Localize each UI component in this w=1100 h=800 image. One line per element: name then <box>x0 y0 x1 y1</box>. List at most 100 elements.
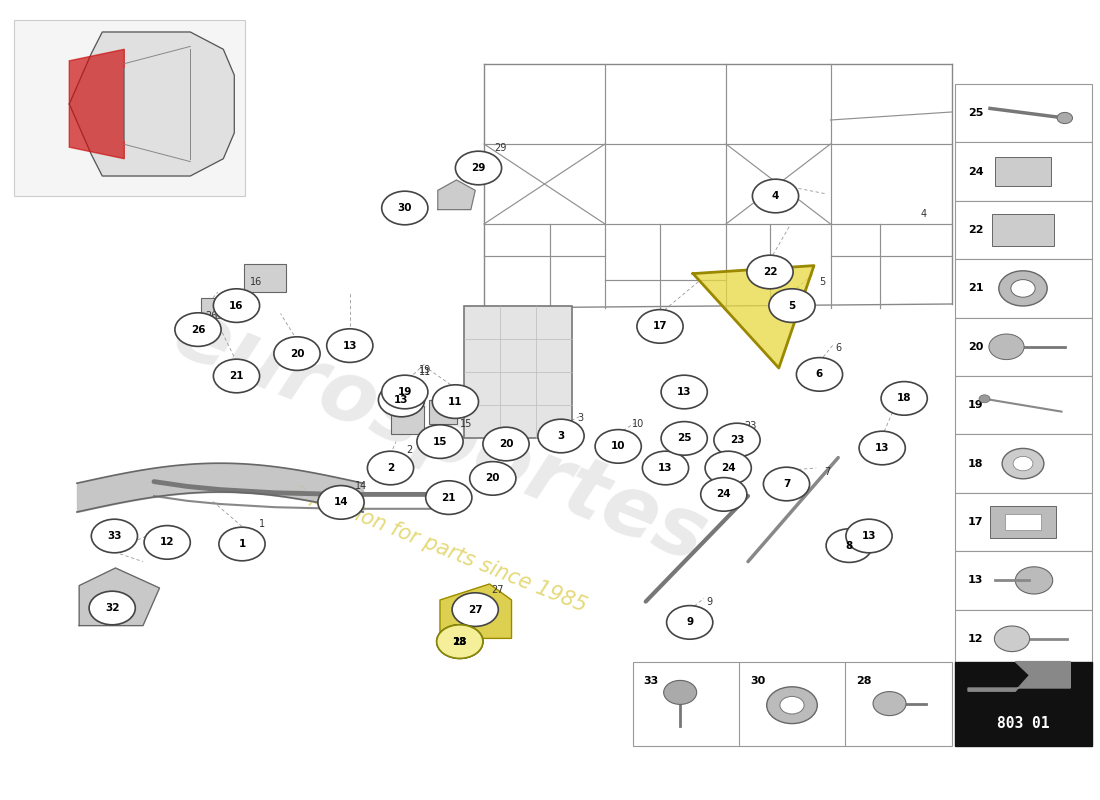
Bar <box>955 318 1092 376</box>
Text: 21: 21 <box>229 371 244 381</box>
Polygon shape <box>968 662 1070 691</box>
Text: 18: 18 <box>968 458 983 469</box>
Text: 13: 13 <box>342 341 358 350</box>
Circle shape <box>705 451 751 485</box>
Bar <box>390 406 424 434</box>
Text: 19: 19 <box>418 365 431 374</box>
Circle shape <box>213 289 260 322</box>
Bar <box>955 142 1092 201</box>
Text: 20: 20 <box>289 349 305 358</box>
Bar <box>955 201 1092 259</box>
Circle shape <box>989 334 1024 360</box>
Polygon shape <box>440 584 512 638</box>
Text: 7: 7 <box>824 467 830 477</box>
Text: 14: 14 <box>333 498 349 507</box>
Text: 30: 30 <box>397 203 412 213</box>
Text: 8: 8 <box>846 541 852 550</box>
Circle shape <box>999 270 1047 306</box>
Circle shape <box>979 395 990 403</box>
Circle shape <box>701 478 747 511</box>
Text: 20: 20 <box>968 342 983 352</box>
Circle shape <box>470 462 516 495</box>
Text: 4: 4 <box>772 191 779 201</box>
Circle shape <box>175 313 221 346</box>
Text: 26: 26 <box>190 325 206 334</box>
Text: 11: 11 <box>448 397 463 406</box>
Circle shape <box>1057 112 1072 123</box>
Text: 33: 33 <box>644 676 659 686</box>
Text: 21: 21 <box>441 493 456 502</box>
Text: 24: 24 <box>720 463 736 473</box>
Circle shape <box>714 423 760 457</box>
Text: 5: 5 <box>820 277 826 286</box>
Text: 12: 12 <box>160 538 175 547</box>
Text: 26: 26 <box>205 311 218 321</box>
Text: 14: 14 <box>354 482 367 491</box>
Text: 27: 27 <box>491 586 504 595</box>
Bar <box>955 662 1092 746</box>
Text: 16: 16 <box>229 301 244 310</box>
Circle shape <box>994 626 1030 651</box>
Text: 24: 24 <box>716 490 732 499</box>
Text: 2: 2 <box>406 445 412 454</box>
Circle shape <box>1002 448 1044 478</box>
Polygon shape <box>438 180 475 210</box>
Circle shape <box>663 680 696 704</box>
Circle shape <box>661 422 707 455</box>
Bar <box>632 662 952 746</box>
Text: 13: 13 <box>861 531 877 541</box>
Text: 15: 15 <box>460 419 473 429</box>
Text: 13: 13 <box>394 395 409 405</box>
Text: 16: 16 <box>250 277 263 286</box>
Circle shape <box>661 375 707 409</box>
Text: 3: 3 <box>558 431 564 441</box>
Text: 22: 22 <box>762 267 778 277</box>
Circle shape <box>144 526 190 559</box>
Circle shape <box>318 486 364 519</box>
Text: 27: 27 <box>468 605 483 614</box>
Bar <box>14 20 245 196</box>
Polygon shape <box>69 50 124 158</box>
Text: 10: 10 <box>610 442 626 451</box>
Bar <box>955 259 1092 318</box>
Circle shape <box>452 593 498 626</box>
Text: 17: 17 <box>652 322 668 331</box>
Text: 10: 10 <box>631 419 645 429</box>
Bar <box>429 400 456 424</box>
Circle shape <box>859 431 905 465</box>
Text: 22: 22 <box>968 225 983 235</box>
Circle shape <box>89 591 135 625</box>
Text: 20: 20 <box>498 439 514 449</box>
Circle shape <box>1013 456 1033 470</box>
Text: 7: 7 <box>783 479 790 489</box>
Bar <box>1005 514 1041 530</box>
Text: 15: 15 <box>432 437 448 446</box>
Circle shape <box>637 310 683 343</box>
Circle shape <box>667 606 713 639</box>
Bar <box>990 506 1056 538</box>
Circle shape <box>91 519 138 553</box>
Text: 21: 21 <box>968 283 983 294</box>
Circle shape <box>437 625 483 658</box>
Circle shape <box>382 375 428 409</box>
Circle shape <box>274 337 320 370</box>
Text: 6: 6 <box>835 343 842 353</box>
Circle shape <box>1011 279 1035 297</box>
Bar <box>955 493 1092 551</box>
Text: 9: 9 <box>686 618 693 627</box>
Circle shape <box>367 451 414 485</box>
Circle shape <box>595 430 641 463</box>
Text: 12: 12 <box>968 634 983 644</box>
Bar <box>996 157 1050 186</box>
Text: 19: 19 <box>397 387 412 397</box>
Circle shape <box>780 696 804 714</box>
Circle shape <box>747 255 793 289</box>
Bar <box>992 214 1054 246</box>
Text: 5: 5 <box>789 301 795 310</box>
Text: 32: 32 <box>104 603 120 613</box>
Circle shape <box>483 427 529 461</box>
Text: 4: 4 <box>921 210 927 219</box>
Circle shape <box>426 481 472 514</box>
Bar <box>955 376 1092 434</box>
Text: 20: 20 <box>485 474 501 483</box>
